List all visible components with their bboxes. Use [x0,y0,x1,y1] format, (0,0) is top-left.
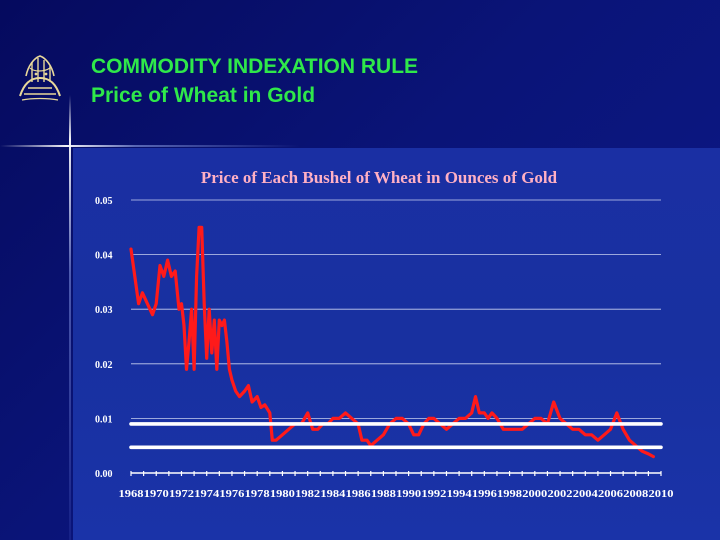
x-tick-label: 1994 [447,489,472,500]
calligraphy-logo [14,48,66,104]
x-tick-label: 1972 [169,489,194,500]
x-tick-label: 1976 [219,489,244,500]
x-tick-label: 1986 [346,489,371,500]
chart-panel: Price of Each Bushel of Wheat in Ounces … [73,148,720,540]
x-tick-label: 1970 [144,489,169,500]
y-tick-label: 0.00 [95,469,113,480]
x-tick-label: 2002 [548,489,573,500]
slide-subtitle: Price of Wheat in Gold [91,84,316,107]
x-tick-label: 2004 [573,489,598,500]
x-tick-label: 2006 [598,489,623,500]
x-tick-label: 2000 [522,489,547,500]
x-tick-label: 2008 [623,489,648,500]
slide-title: COMMODITY INDEXATION RULE [91,55,419,78]
y-tick-label: 0.04 [95,251,113,262]
x-tick-label: 1992 [421,489,446,500]
wheat-gold-chart: Price of Each Bushel of Wheat in Ounces … [95,168,674,500]
decorative-line-vertical [69,95,71,540]
x-tick-label: 1974 [194,489,219,500]
x-tick-label: 1978 [245,489,270,500]
decorative-line-horizontal [0,145,300,147]
chart-title: Price of Each Bushel of Wheat in Ounces … [201,168,558,187]
series-line-wheat-price [129,225,655,459]
x-tick-label: 1996 [472,489,497,500]
x-tick-label: 1982 [295,489,320,500]
x-tick-label: 1980 [270,489,295,500]
x-tick-label: 1984 [320,489,345,500]
y-tick-label: 0.02 [95,360,113,371]
x-tick-label: 1998 [497,489,522,500]
y-tick-label: 0.03 [95,305,113,316]
x-tick-label: 1990 [396,489,421,500]
y-tick-label: 0.05 [95,196,113,207]
x-tick-label: 1968 [119,489,144,500]
y-tick-label: 0.01 [95,414,113,425]
x-tick-label: 1988 [371,489,396,500]
x-tick-label: 2010 [649,489,674,500]
